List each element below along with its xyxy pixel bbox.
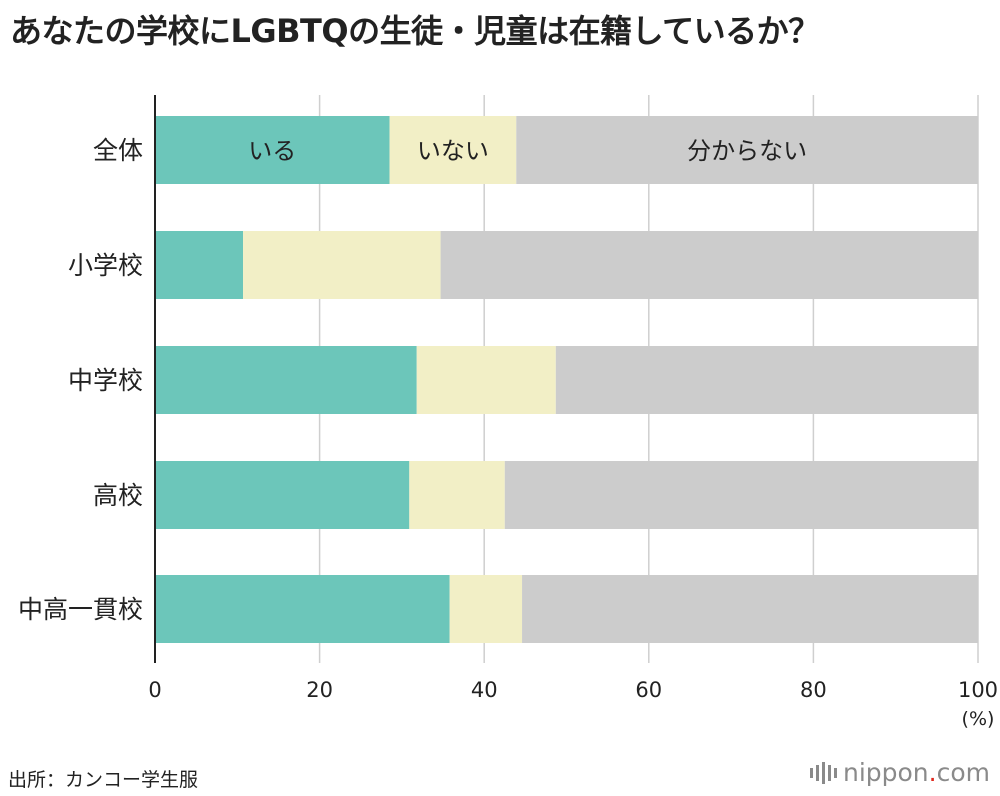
x-tick-label: 20	[306, 678, 333, 702]
category-label: 中高一貫校	[18, 595, 143, 624]
bar-segment	[440, 231, 978, 299]
bar-segment	[243, 231, 441, 299]
nippon-logo: nippon. com	[809, 758, 990, 787]
category-label: 小学校	[68, 251, 143, 280]
chart-title: あなたの学校にLGBTQの生徒・児童は在籍しているか？	[10, 12, 820, 50]
series-label: いない	[417, 137, 489, 165]
bar-segment	[522, 575, 978, 643]
logo-name: nippon	[842, 758, 929, 787]
bar-segment	[416, 346, 556, 414]
bar-segment	[155, 116, 390, 184]
bar-segment	[155, 461, 410, 529]
x-tick-label: 40	[471, 678, 498, 702]
bar-segment	[155, 231, 244, 299]
source-note: 出所：カンコー学生服	[8, 769, 199, 791]
bar-segment	[555, 346, 978, 414]
x-unit-label: (%)	[962, 708, 995, 730]
series-label: 分からない	[687, 137, 807, 165]
x-tick-label: 60	[635, 678, 662, 702]
category-label: 中学校	[68, 366, 143, 395]
bar-segment	[389, 116, 517, 184]
bar-segment	[155, 346, 417, 414]
bar-segment	[449, 575, 523, 643]
x-tick-label: 0	[148, 678, 161, 702]
logo-bars-icon	[809, 760, 839, 786]
logo-dot: .	[928, 758, 937, 787]
logo-tld: com	[936, 758, 990, 787]
category-label: 高校	[93, 481, 143, 510]
bar-segment	[516, 116, 978, 184]
x-tick-labels: 0 20 40 60 80 100	[148, 678, 998, 702]
x-tick-label: 100	[958, 678, 998, 702]
bar-segment	[409, 461, 505, 529]
series-label: いる	[248, 137, 296, 165]
bars: いる いない 分からない	[155, 116, 978, 643]
category-label: 全体	[93, 136, 143, 165]
bar-segment	[155, 575, 450, 643]
x-tick-label: 80	[800, 678, 827, 702]
bar-segment	[504, 461, 978, 529]
